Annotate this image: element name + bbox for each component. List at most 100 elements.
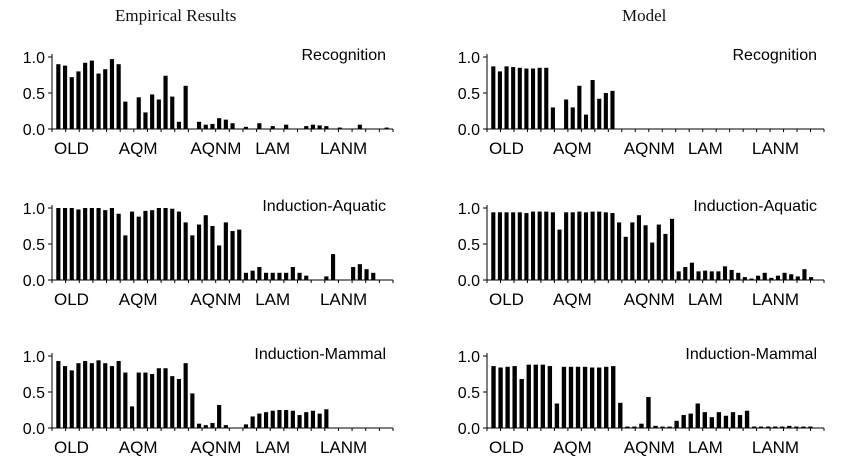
bar	[284, 410, 289, 428]
group-label: AQNM	[624, 139, 675, 158]
bar	[257, 267, 262, 280]
bar	[802, 269, 807, 280]
bar	[526, 364, 531, 428]
bar	[263, 272, 269, 280]
group-label: LANM	[320, 290, 367, 309]
bar	[96, 360, 101, 428]
bar	[570, 212, 575, 280]
y-tick-label: 0.0	[23, 421, 45, 438]
bar	[554, 403, 560, 428]
bar	[337, 127, 342, 129]
panel-label: Induction-Aquatic	[262, 198, 386, 215]
bar	[610, 90, 615, 129]
bar	[667, 426, 672, 428]
bar	[702, 412, 707, 428]
bar	[695, 403, 700, 428]
bar	[123, 101, 128, 129]
bar	[801, 426, 806, 428]
bar	[795, 276, 800, 280]
bar	[547, 366, 553, 428]
bar	[364, 269, 369, 280]
bar	[277, 272, 282, 280]
y-tick-label: 0.5	[23, 237, 45, 254]
chart-panel: 0.0 0.5 1.0 OLD AQM AQNM LAM LANM Induction-Aqua…	[458, 198, 825, 309]
bar	[270, 272, 275, 280]
bar	[696, 271, 701, 280]
bar	[787, 425, 792, 428]
column-title-empirical: Empirical Results	[115, 6, 237, 25]
bar	[590, 211, 595, 280]
bar	[669, 218, 675, 280]
group-label: LAM	[255, 139, 290, 158]
chart-panel: 0.0 0.5 1.0 OLD AQM AQNM LAM LANM Induction-Aqua…	[23, 198, 394, 309]
bar	[297, 272, 302, 280]
panel-label: Induction-Mammal	[685, 346, 817, 363]
bar	[524, 68, 529, 129]
bar	[69, 77, 74, 129]
bar	[156, 99, 161, 129]
group-label: AQNM	[624, 438, 675, 457]
group-label: LAM	[255, 438, 290, 457]
bar	[597, 98, 602, 129]
bar	[277, 410, 282, 428]
group-label: OLD	[489, 290, 524, 309]
bar	[590, 80, 595, 129]
bar	[76, 363, 81, 428]
bar	[136, 372, 141, 428]
bar	[170, 96, 175, 129]
column-title-model: Model	[622, 6, 667, 25]
bar	[639, 423, 644, 428]
panel-label: Induction-Aquatic	[693, 198, 817, 215]
bar	[765, 426, 771, 428]
bar	[636, 215, 642, 280]
bar	[163, 75, 168, 129]
bar	[722, 266, 728, 280]
bar	[519, 379, 524, 428]
bar	[611, 366, 616, 428]
bar	[504, 212, 509, 280]
bar	[643, 225, 648, 280]
bar	[511, 212, 516, 280]
bar	[196, 423, 202, 428]
bar	[497, 212, 502, 280]
bar	[533, 364, 538, 428]
bar	[156, 368, 161, 428]
bar	[683, 267, 688, 280]
group-label: AQM	[119, 438, 158, 457]
bar	[210, 226, 215, 280]
bar	[304, 412, 309, 428]
group-label: OLD	[489, 438, 524, 457]
bar	[330, 254, 336, 280]
bar	[623, 236, 628, 280]
bar	[150, 94, 155, 129]
bar	[143, 112, 148, 129]
y-tick-label: 1.0	[458, 50, 480, 67]
bar	[703, 270, 708, 280]
bar	[656, 224, 661, 280]
bar	[217, 245, 222, 280]
bar	[384, 127, 389, 129]
group-label: LAM	[688, 438, 723, 457]
bar	[632, 426, 637, 428]
bar	[583, 114, 589, 129]
bar	[230, 231, 235, 280]
bar	[317, 413, 322, 428]
bar	[56, 64, 61, 129]
group-label: LANM	[752, 438, 799, 457]
bar	[625, 426, 630, 428]
bar	[203, 425, 208, 428]
group-label: AQM	[119, 139, 158, 158]
y-tick-label: 0.0	[458, 421, 480, 438]
bar	[676, 271, 681, 280]
bar	[69, 370, 74, 428]
group-label: AQM	[553, 139, 592, 158]
group-label: LANM	[320, 139, 367, 158]
group-label: OLD	[489, 139, 524, 158]
bar	[170, 376, 175, 428]
group-label: AQM	[553, 438, 592, 457]
bar	[491, 366, 496, 428]
bar	[317, 125, 322, 129]
bar	[544, 211, 549, 280]
bar	[505, 366, 510, 428]
